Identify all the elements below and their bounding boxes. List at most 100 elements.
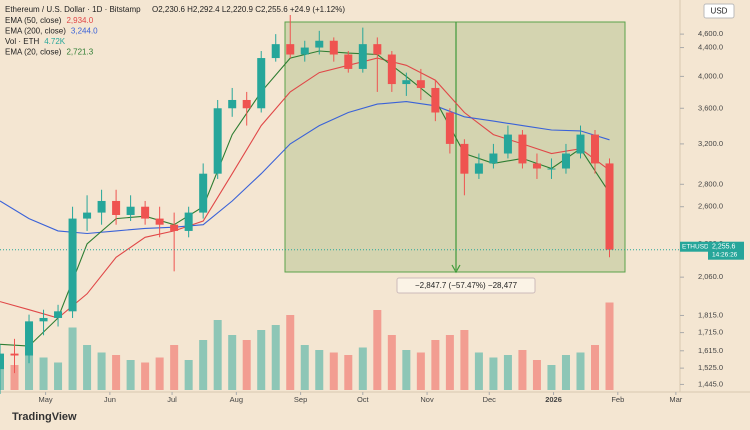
annotation: −2,847.7 (−57.47%) −28,477 [415, 281, 518, 290]
volume-bar [184, 360, 193, 390]
candle-body [170, 224, 179, 231]
volume-bar [489, 357, 498, 390]
price-tag-value: 2,255.6 [712, 244, 735, 251]
volume-bar [402, 350, 411, 390]
candle-body [561, 153, 570, 169]
candle-body [416, 80, 425, 88]
candle-body [54, 311, 63, 318]
y-tick-label: 1,815.0 [698, 310, 723, 319]
volume-bar [547, 365, 556, 390]
candle-body [329, 40, 338, 55]
volume-bar [0, 360, 4, 390]
candle-body [387, 54, 396, 85]
candle-body [300, 47, 309, 55]
x-tick-label: Nov [420, 395, 434, 404]
candle-body [344, 54, 353, 69]
price-tag-countdown: 14:26:26 [712, 251, 738, 258]
candle-body [445, 112, 454, 144]
candle-body [547, 168, 556, 170]
volume-bar [242, 340, 251, 390]
volume-bar [474, 352, 483, 390]
volume-bar [83, 345, 92, 390]
volume-bar [518, 350, 527, 390]
volume-bar [141, 362, 150, 390]
y-tick-label: 1,445.0 [698, 379, 723, 388]
legend-name: EMA (50, close) [5, 16, 62, 25]
candle-body [112, 200, 121, 215]
volume-bar [213, 320, 222, 390]
candle-body [68, 218, 77, 312]
candle-body [39, 317, 48, 322]
y-tick-label: 1,615.0 [698, 346, 723, 355]
candle-body [213, 108, 222, 174]
y-tick-label: 4,400.0 [698, 43, 723, 52]
volume-bar [387, 335, 396, 390]
currency-box [703, 3, 735, 19]
candle-body [184, 212, 193, 231]
candle-body [155, 218, 164, 225]
x-tick-label: Dec [483, 395, 497, 404]
title: Ethereum / U.S. Dollar · 1D · Bitstamp [5, 5, 141, 14]
candle-body [576, 134, 585, 154]
volume-bar [561, 355, 570, 390]
candle-body [257, 58, 266, 109]
candle-body [126, 206, 135, 215]
price-tag-symbol: ETHUSD [682, 243, 709, 250]
volume-bar [605, 302, 614, 390]
y-tick-label: 3,600.0 [698, 103, 723, 112]
volume-bar [503, 355, 512, 390]
volume-bar [112, 355, 121, 390]
x-tick-label: Jul [167, 395, 177, 404]
volume-bar [576, 352, 585, 390]
price-tag [708, 241, 744, 260]
legend-value: 3,244.0 [71, 27, 98, 36]
candle-body [532, 163, 541, 169]
candle-body [518, 134, 527, 164]
candle-body [25, 321, 34, 356]
volume-bar [315, 350, 324, 390]
volume-bar [591, 345, 599, 390]
price-tag [680, 241, 708, 252]
y-tick-label: 4,600.0 [698, 29, 723, 38]
candle-body [402, 80, 411, 85]
marks: 4,600.0 4,400.0 4,000.0 3,600.0 3,200.0 2,800… [0, 15, 744, 404]
candle-body [228, 99, 237, 109]
volume-bar [373, 310, 382, 390]
candle-body [591, 134, 599, 164]
x-tick-label: Aug [230, 395, 243, 404]
legend-value: 4.72K [44, 37, 66, 46]
y-tick-label: 1,525.0 [698, 363, 723, 372]
candle-body [489, 153, 498, 164]
candle-body [97, 200, 106, 213]
measure-box [284, 21, 626, 273]
legend-value: 2,934.0 [66, 16, 93, 25]
legend-name: Vol · ETH [5, 37, 39, 46]
candle-body [503, 134, 512, 154]
volume-bar [228, 335, 237, 390]
currency: USD [711, 7, 728, 16]
volume-bar [25, 355, 34, 390]
volume-bar [300, 345, 309, 390]
ohlc: O2,230.6 H2,292.4 L2,220.9 C2,255.6 +24.… [152, 5, 345, 14]
ema-line [0, 101, 610, 235]
candle-body [141, 206, 150, 219]
volume-bar [329, 352, 338, 390]
legend-name: EMA (200, close) [5, 27, 66, 36]
annotation-box [396, 277, 536, 294]
candle-body [315, 40, 324, 48]
x-tick-label: Mar [669, 395, 682, 404]
volume-bar [445, 335, 454, 390]
x-tick-label: Sep [294, 395, 307, 404]
candle-body [83, 212, 92, 219]
volume-bar [97, 352, 106, 390]
volume-bar [271, 325, 280, 390]
volume-bar [532, 360, 541, 390]
volume-bar [460, 330, 469, 390]
y-tick-label: 2,800.0 [698, 179, 723, 188]
y-tick-label: 2,060.0 [698, 272, 723, 281]
candle-body [199, 173, 208, 213]
candle-body [271, 44, 280, 59]
volume-bar [68, 327, 77, 390]
y-tick-label: 2,600.0 [698, 202, 723, 211]
